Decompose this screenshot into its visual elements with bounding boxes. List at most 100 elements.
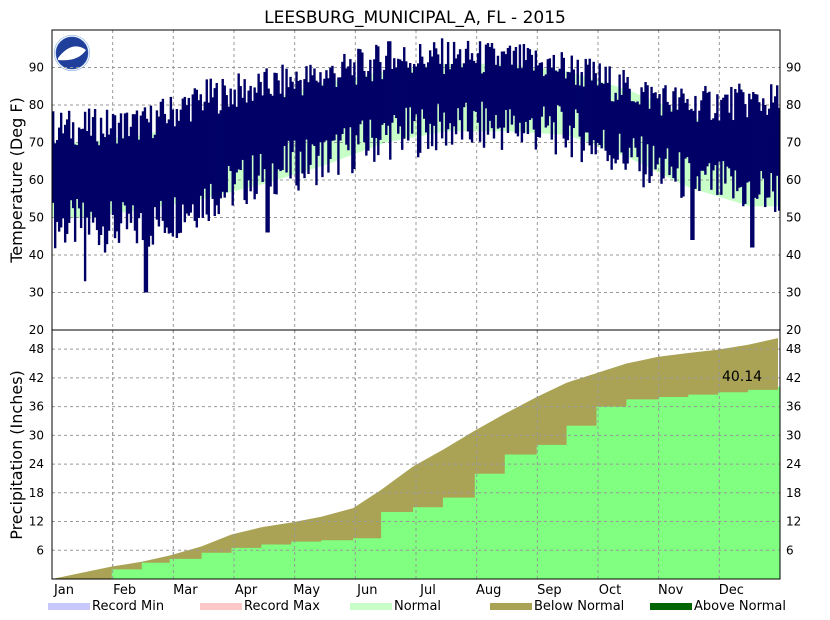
daily-temperature-bar: [201, 110, 204, 218]
temperature-axis-label: Temperature (Deg F): [7, 97, 26, 264]
daily-temperature-bar: [371, 81, 374, 138]
daily-temperature-bar: [215, 83, 218, 206]
daily-temperature-bar: [91, 117, 95, 223]
daily-temperature-bar: [317, 82, 320, 156]
month-label: Apr: [235, 583, 258, 598]
precip-tick-left: 30: [29, 428, 44, 442]
daily-temperature-bar: [103, 137, 107, 253]
month-label: Jan: [53, 583, 74, 598]
daily-temperature-bar: [337, 77, 340, 175]
daily-temperature-bar: [742, 92, 745, 207]
daily-temperature-bar: [417, 63, 420, 158]
daily-temperature-bar: [472, 60, 476, 111]
daily-temperature-bar: [355, 84, 358, 136]
daily-temperature-bar: [299, 79, 302, 152]
daily-temperature-bar: [560, 52, 563, 112]
daily-temperature-bar: [83, 111, 87, 282]
daily-temperature-bar: [558, 68, 561, 107]
daily-temperature-bar: [227, 106, 230, 166]
daily-temperature-bar: [508, 45, 512, 110]
daily-temperature-bar: [476, 53, 480, 123]
daily-temperature-bar: [267, 88, 270, 233]
daily-temperature-bar: [764, 104, 767, 208]
daily-temperature-bar: [720, 99, 723, 195]
daily-temperature-bar: [658, 94, 661, 158]
daily-temperature-bar: [500, 51, 504, 150]
daily-temperature-bar: [538, 62, 542, 138]
daily-temperature-bar: [534, 50, 538, 150]
daily-temperature-bar: [580, 72, 583, 163]
daily-temperature-bar: [305, 66, 308, 140]
daily-temperature-bar: [221, 78, 224, 192]
precip-tick-left: 12: [29, 515, 44, 529]
daily-temperature-bar: [620, 94, 623, 153]
legend-label: Record Max: [244, 599, 320, 614]
daily-temperature-bar: [626, 76, 629, 164]
legend-label: Below Normal: [534, 599, 624, 614]
daily-temperature-bar: [89, 135, 93, 212]
precip-tick-right: 48: [786, 342, 801, 356]
daily-temperature-bar: [686, 98, 689, 158]
daily-temperature-bar: [269, 93, 272, 187]
daily-temperature-bar: [415, 66, 418, 115]
daily-temperature-bar: [522, 44, 526, 134]
daily-temperature-bar: [464, 48, 468, 103]
daily-temperature-bar: [95, 141, 99, 231]
daily-temperature-bar: [105, 109, 109, 245]
daily-temperature-bar: [87, 108, 91, 235]
daily-temperature-bar: [710, 119, 713, 190]
daily-temperature-bar: [97, 145, 101, 246]
daily-temperature-bar: [702, 91, 705, 171]
daily-temperature-bar: [393, 58, 396, 116]
temp-tick-left: 90: [29, 61, 44, 75]
daily-temperature-bar: [556, 71, 559, 105]
precip-tick-right: 18: [786, 486, 801, 500]
daily-temperature-bar: [458, 49, 462, 121]
daily-temperature-bar: [648, 108, 651, 183]
daily-temperature-bar: [756, 94, 759, 199]
daily-temperature-bar: [564, 78, 567, 148]
daily-temperature-bar: [217, 113, 220, 215]
daily-temperature-bar: [273, 72, 276, 195]
daily-temperature-bar: [379, 62, 382, 140]
precip-tick-right: 42: [786, 371, 801, 385]
legend-label: Above Normal: [694, 599, 786, 614]
daily-temperature-bar: [193, 88, 196, 221]
daily-temperature-bar: [456, 54, 460, 109]
daily-temperature-bar: [189, 121, 193, 213]
daily-temperature-bar: [81, 128, 85, 203]
legend-label: Normal: [394, 599, 441, 614]
legend-swatch: [350, 603, 392, 610]
daily-temperature-bar: [309, 64, 312, 165]
daily-temperature-bar: [71, 122, 75, 209]
daily-temperature-bar: [540, 62, 544, 117]
daily-temperature-bar: [243, 79, 246, 201]
daily-temperature-bar: [289, 76, 292, 179]
daily-temperature-bar: [79, 129, 83, 229]
daily-temperature-bar: [251, 100, 254, 156]
temp-tick-right: 80: [786, 98, 801, 112]
daily-temperature-bar: [411, 72, 414, 134]
daily-temperature-bar: [155, 110, 159, 220]
daily-temperature-bar: [357, 48, 360, 145]
daily-temperature-bar: [654, 92, 657, 170]
daily-temperature-bar: [670, 111, 673, 167]
daily-temperature-bar: [484, 44, 488, 109]
daily-temperature-bar: [281, 64, 284, 170]
daily-temperature-bar: [776, 85, 779, 176]
month-label: Jun: [356, 583, 377, 598]
temp-tick-right: 20: [786, 323, 801, 337]
daily-temperature-bar: [506, 47, 510, 133]
chart-title: LEESBURG_MUNICIPAL_A, FL - 2015: [264, 8, 566, 28]
daily-temperature-bar: [183, 96, 187, 223]
daily-temperature-bar: [211, 97, 214, 199]
daily-temperature-bar: [462, 63, 466, 108]
daily-temperature-bar: [758, 102, 761, 195]
daily-temperature-bar: [530, 54, 534, 119]
daily-temperature-bar: [101, 133, 105, 227]
daily-temperature-bar: [770, 84, 773, 174]
daily-temperature-bar: [734, 88, 737, 171]
daily-temperature-bar: [77, 127, 81, 209]
daily-temperature-bar: [518, 44, 522, 123]
daily-temperature-bar: [532, 70, 536, 130]
